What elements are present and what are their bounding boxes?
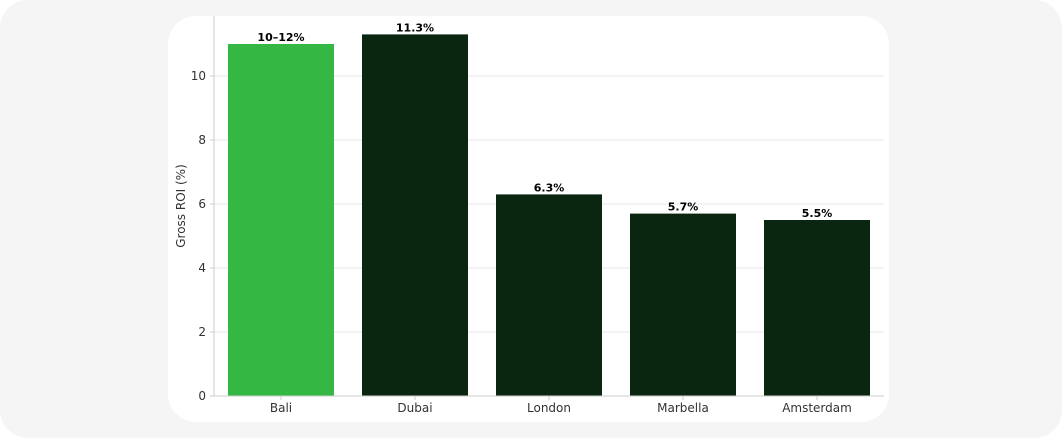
data-label: 6.3%: [534, 181, 565, 194]
x-tick-labels: Bali Dubai London Marbella Amsterdam: [270, 396, 852, 415]
bar-bali: [228, 44, 334, 396]
data-labels: 10–12% 11.3% 6.3% 5.7% 5.5%: [257, 21, 832, 220]
y-tick-label: 0: [198, 389, 206, 403]
data-label: 11.3%: [396, 21, 434, 34]
y-tick-label: 4: [198, 261, 206, 275]
y-tick-label: 10: [191, 69, 206, 83]
x-tick-label: Amsterdam: [782, 401, 852, 415]
bars: [228, 34, 870, 397]
y-tick-label: 2: [198, 325, 206, 339]
data-label: 5.5%: [802, 207, 833, 220]
y-tick-label: 8: [198, 133, 206, 147]
x-tick-label: London: [527, 401, 571, 415]
x-tick-label: Bali: [270, 401, 292, 415]
x-tick-label: Dubai: [397, 401, 432, 415]
y-tick-labels: 0 2 4 6 8 10: [191, 69, 214, 403]
data-label: 5.7%: [668, 201, 699, 214]
data-label: 10–12%: [257, 31, 304, 44]
y-axis-title: Gross ROI (%): [174, 164, 188, 248]
x-tick-label: Marbella: [657, 401, 709, 415]
bar-marbella: [630, 213, 736, 396]
bar-london: [496, 194, 602, 396]
y-tick-label: 6: [198, 197, 206, 211]
bar-dubai: [362, 34, 468, 397]
bar-amsterdam: [764, 220, 870, 396]
